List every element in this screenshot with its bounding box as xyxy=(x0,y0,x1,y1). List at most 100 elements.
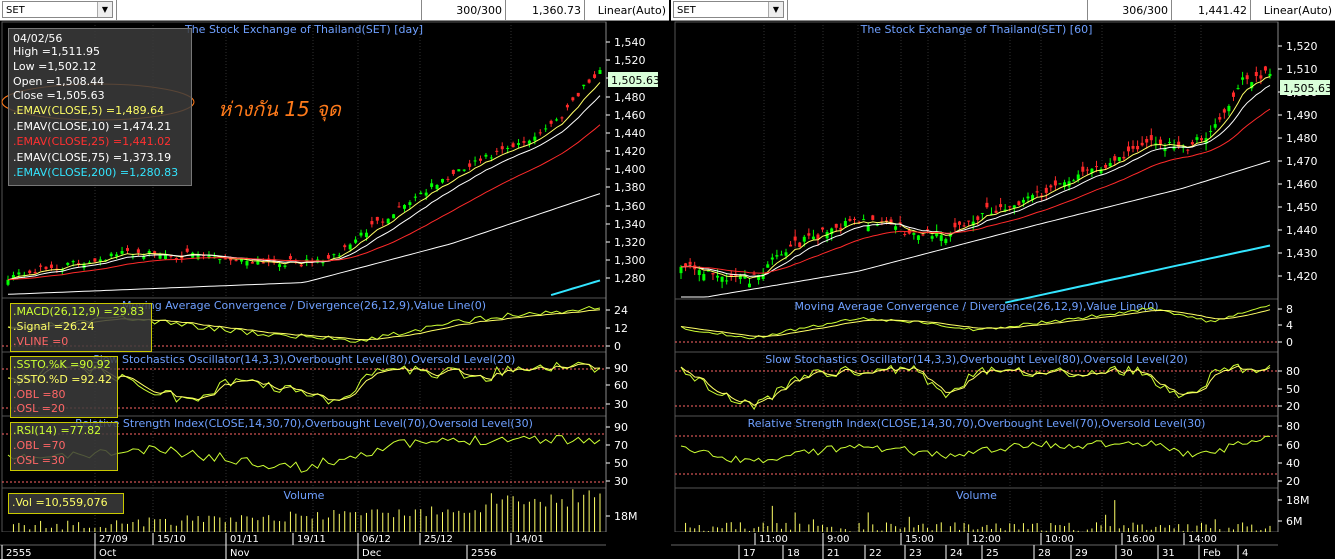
candle-body xyxy=(511,143,515,148)
price-pane-tick-label: 1,480 xyxy=(1286,132,1318,145)
macd-pane-tick-label: 4 xyxy=(1286,319,1293,332)
candle-body xyxy=(278,264,282,267)
candle-body xyxy=(283,265,287,267)
candle-body xyxy=(1163,147,1167,152)
candle-body xyxy=(451,169,455,174)
candle-body xyxy=(1236,88,1240,90)
candle-body xyxy=(1200,138,1204,141)
left-ohlc-info-box xyxy=(8,28,192,186)
left-info-high: High =1,511.95 xyxy=(13,45,100,58)
left-rsi-value: .RSI(14) =77.82 xyxy=(13,424,102,437)
candle-body xyxy=(999,204,1003,208)
price-pane-tick-label: 1,490 xyxy=(1286,109,1318,122)
candle-body xyxy=(49,264,53,268)
candle-body xyxy=(729,273,733,277)
date-label: 14/01 xyxy=(515,534,544,545)
rsi-pane-tick-label: 80 xyxy=(1286,420,1300,433)
left-rsi-info-box xyxy=(10,422,118,471)
candle-body xyxy=(142,256,146,259)
candle-body xyxy=(527,140,531,144)
candle-body xyxy=(544,128,548,130)
candle-body xyxy=(1168,141,1172,143)
day-label: 29 xyxy=(1075,548,1088,559)
candle-body xyxy=(158,254,162,259)
candle-body xyxy=(517,143,521,145)
current-price-label: 1,505.63 xyxy=(1283,82,1332,95)
candle-body xyxy=(702,274,706,281)
candle-body xyxy=(1031,195,1035,200)
right-toolbar: SET ▼ 306/300 1,441.42 Linear(Auto) xyxy=(671,0,1335,21)
candle-body xyxy=(958,221,962,225)
rsi-pane-tick-label: 30 xyxy=(614,475,628,488)
candle-body xyxy=(802,236,806,242)
left-info-ema10: .EMAV(CLOSE,10) =1,474.21 xyxy=(13,120,172,133)
time-label: 12:00 xyxy=(972,534,1001,545)
left-ssto-obl-value: .OBL =80 xyxy=(13,388,66,401)
candle-body xyxy=(821,227,825,230)
chevron-down-icon[interactable]: ▼ xyxy=(97,2,112,17)
date-label: 01/11 xyxy=(230,534,259,545)
macd-pane-title: Moving Average Convergence / Divergence(… xyxy=(122,299,486,312)
candle-body xyxy=(538,132,542,134)
candle-body xyxy=(120,251,124,254)
candle-body xyxy=(207,255,211,258)
candle-body xyxy=(1195,137,1199,140)
date-label: 25/12 xyxy=(424,534,453,545)
price-pane-tick-label: 1,480 xyxy=(614,91,646,104)
candle-body xyxy=(1003,209,1007,212)
left-info-close: Close =1,505.63 xyxy=(13,89,105,102)
candle-body xyxy=(811,236,815,240)
candle-body xyxy=(807,233,811,236)
left-chart-panel[interactable]: SET ▼ 300/300 1,360.73 Linear(Auto) The S… xyxy=(0,0,669,559)
right-chart-canvas[interactable]: The Stock Exchange of Thailand(SET) [60]… xyxy=(671,0,1335,559)
candle-body xyxy=(44,266,48,270)
left-scale-mode[interactable]: Linear(Auto) xyxy=(584,0,669,20)
left-info-open: Open =1,508.44 xyxy=(13,75,105,88)
date-label: 06/12 xyxy=(362,534,391,545)
time-label: 10:00 xyxy=(1045,534,1074,545)
month-label: 2555 xyxy=(6,548,31,559)
candle-body xyxy=(560,117,564,119)
candle-body xyxy=(766,264,770,268)
candle-body xyxy=(1081,166,1085,172)
candle-body xyxy=(1172,146,1176,150)
candle-body xyxy=(862,219,866,221)
candle-body xyxy=(1149,135,1153,141)
price-pane-tick-label: 1,280 xyxy=(614,272,646,285)
candle-body xyxy=(830,228,834,235)
price-pane-tick-label: 1,460 xyxy=(1286,178,1318,191)
month-label: 2556 xyxy=(471,548,496,559)
rsi-pane-frame xyxy=(674,415,1279,489)
right-chart-panel[interactable]: SET ▼ 306/300 1,441.42 Linear(Auto) The S… xyxy=(671,0,1335,559)
candle-body xyxy=(1012,205,1016,208)
left-symbol-select[interactable]: SET ▼ xyxy=(2,1,113,18)
left-info-ema75: .EMAV(CLOSE,75) =1,373.19 xyxy=(13,151,172,164)
chevron-down-icon[interactable]: ▼ xyxy=(768,2,783,17)
candle-body xyxy=(1021,199,1025,203)
candle-body xyxy=(1140,142,1144,146)
candle-body xyxy=(234,260,238,262)
candle-body xyxy=(1108,163,1112,167)
candle-body xyxy=(440,179,444,183)
candle-body xyxy=(725,280,729,282)
candle-body xyxy=(288,256,292,260)
candle-body xyxy=(381,221,385,223)
left-toolbar-blank xyxy=(116,0,421,20)
right-symbol-select[interactable]: SET ▼ xyxy=(673,1,784,18)
candle-body xyxy=(430,183,434,187)
candle-body xyxy=(1040,195,1044,197)
right-scale-mode[interactable]: Linear(Auto) xyxy=(1250,0,1335,20)
time-label: 16:00 xyxy=(1126,534,1155,545)
ema200-line xyxy=(1004,244,1271,304)
left-info-ema200: .EMAV(CLOSE,200) =1,280.83 xyxy=(13,166,179,179)
price-pane-tick-label: 1,360 xyxy=(614,200,646,213)
month-label: Dec xyxy=(362,548,381,559)
left-macd-info-box xyxy=(10,303,152,352)
candle-body xyxy=(468,163,472,167)
candle-body xyxy=(1209,131,1213,133)
ssto-pane-tick-label: 20 xyxy=(1286,400,1300,413)
candle-body xyxy=(894,226,898,230)
candle-body xyxy=(1222,109,1226,113)
candle-body xyxy=(348,244,352,250)
candle-body xyxy=(898,222,902,225)
